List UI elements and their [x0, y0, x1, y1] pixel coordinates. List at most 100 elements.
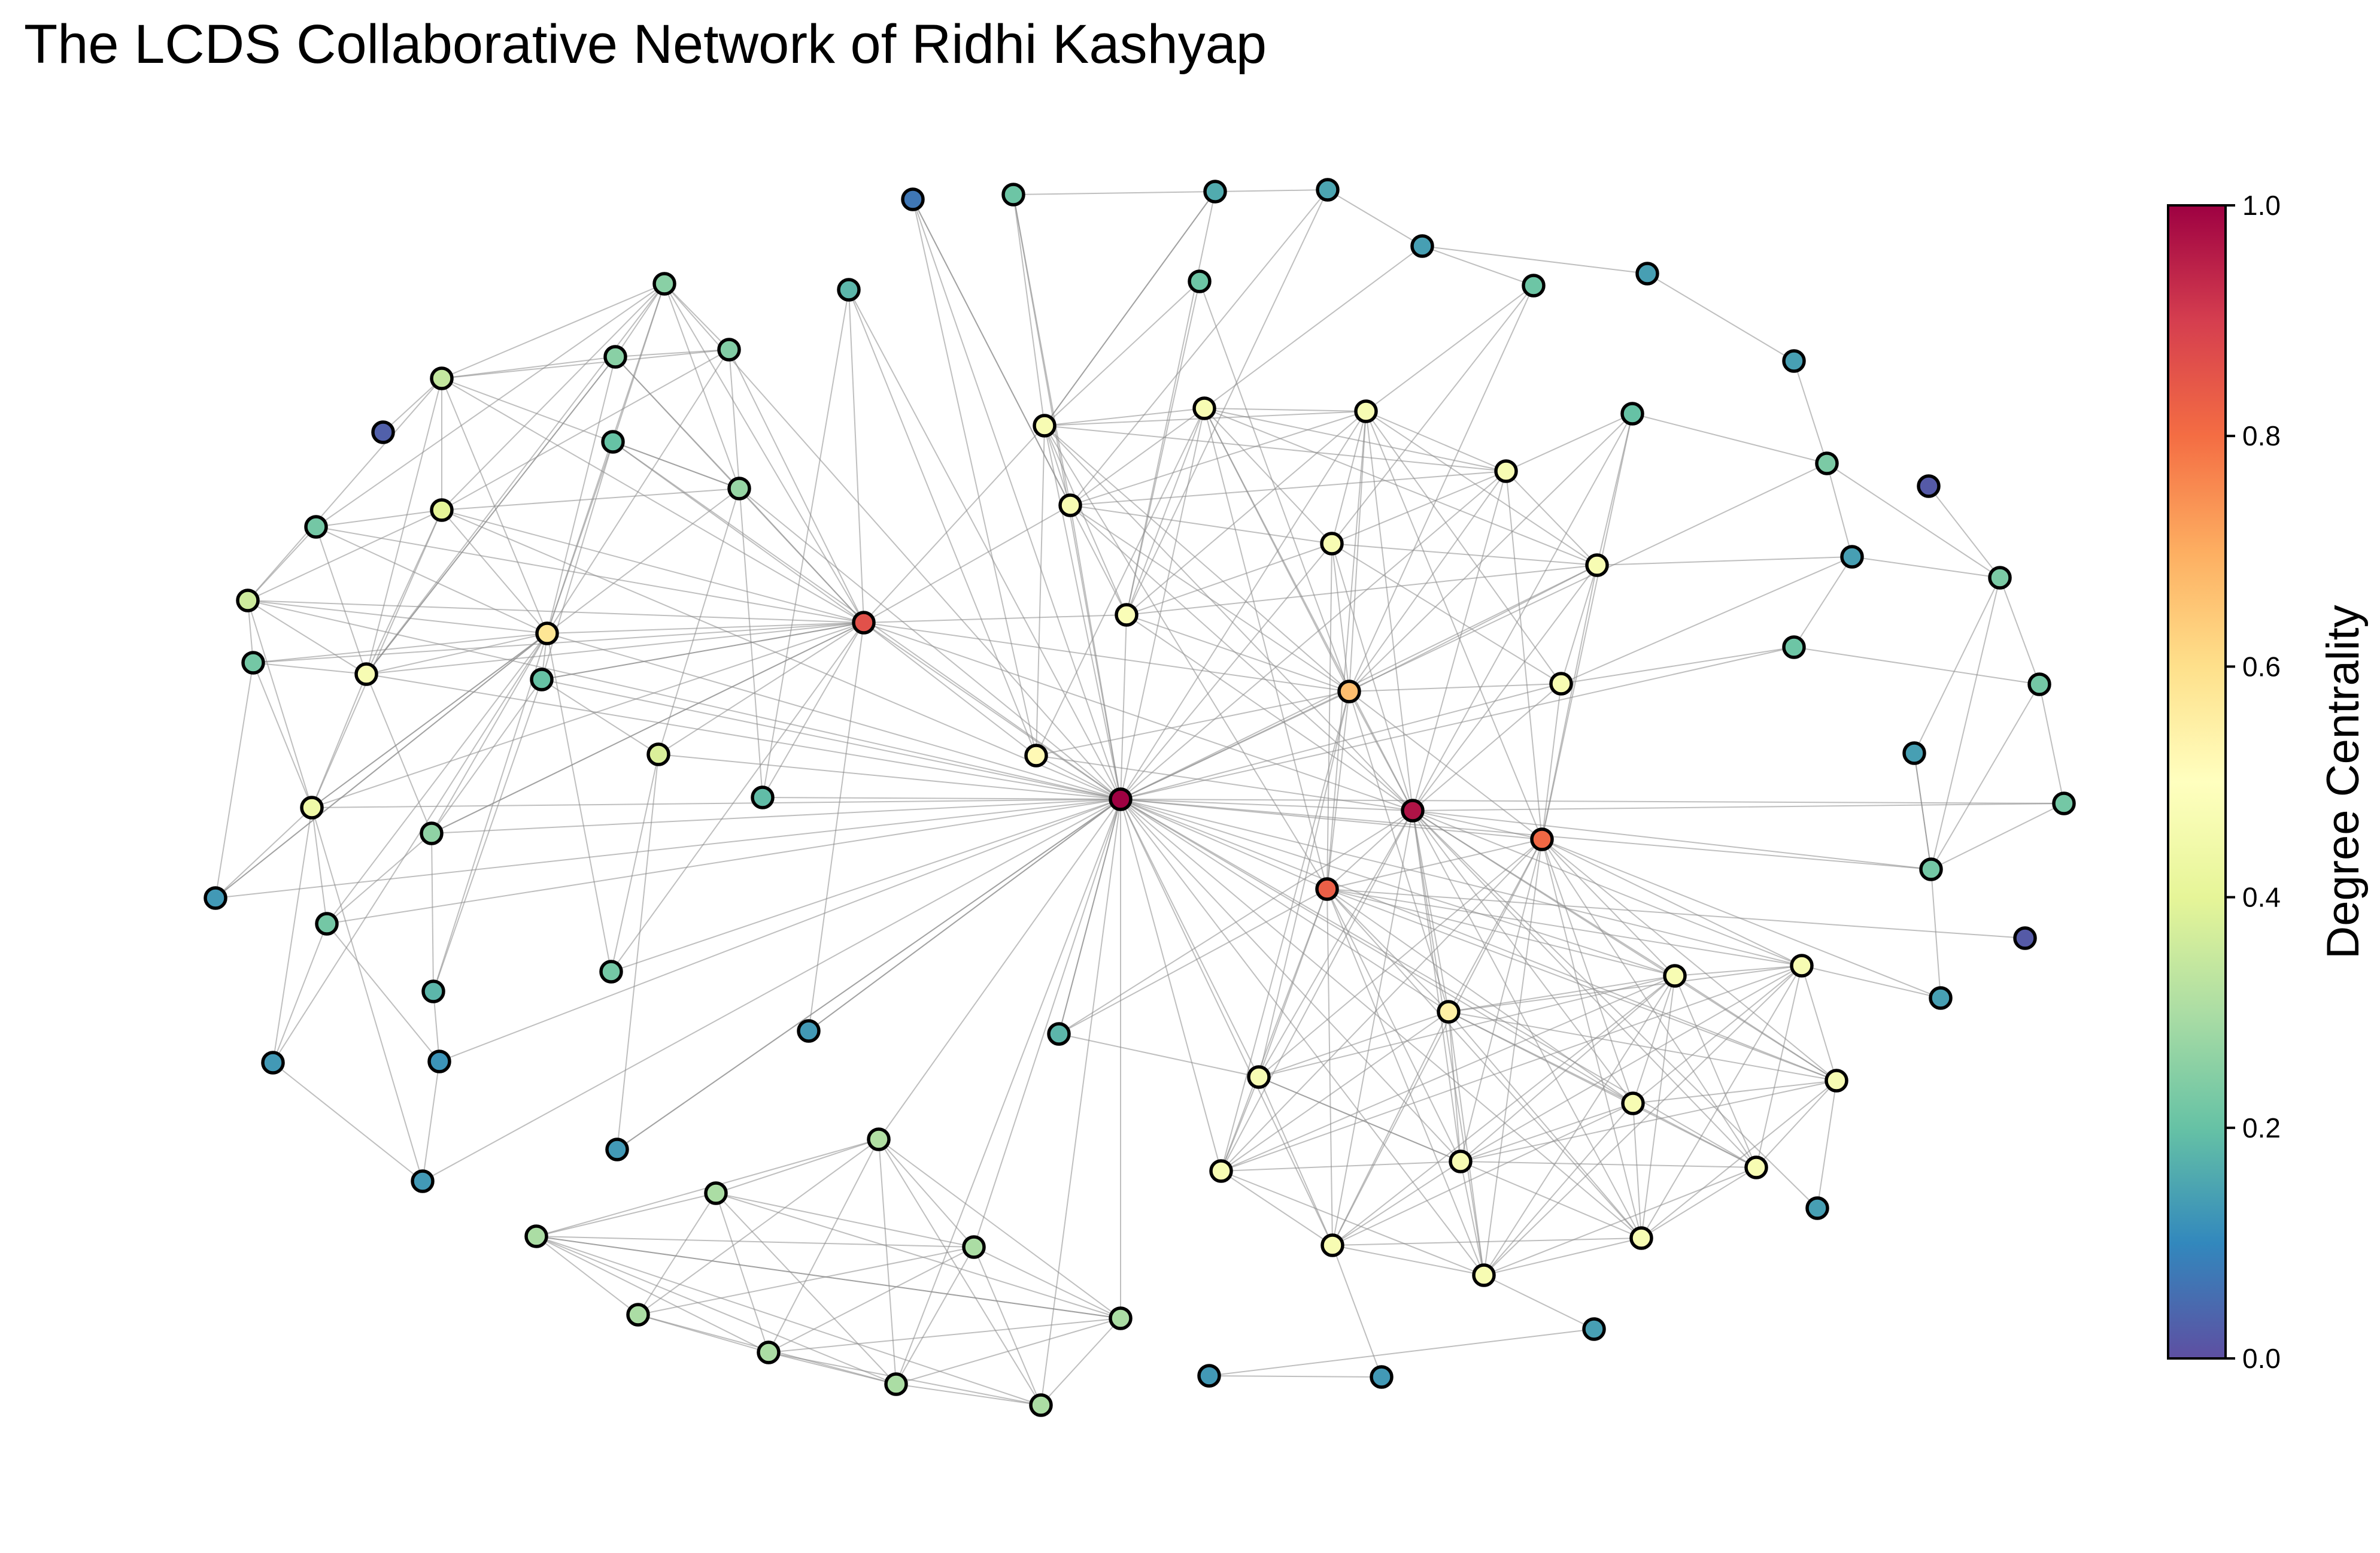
- network-edge: [1326, 888, 1449, 1012]
- network-node: [1354, 399, 1378, 423]
- network-edge: [1221, 1011, 1449, 1172]
- network-node: [2052, 791, 2076, 815]
- network-node: [599, 960, 623, 984]
- network-node: [1522, 274, 1546, 298]
- network-node: [1437, 1000, 1461, 1024]
- network-node: [652, 272, 676, 296]
- network-edge: [1070, 505, 1350, 692]
- network-node: [1530, 827, 1554, 851]
- network-node: [1919, 857, 1943, 881]
- network-node: [1109, 1306, 1133, 1330]
- network-node: [2013, 926, 2037, 950]
- network-edge: [1422, 245, 1648, 274]
- network-edge: [1120, 799, 1757, 1168]
- network-edge: [1448, 1011, 1485, 1276]
- colorbar-gradient: [2167, 204, 2227, 1360]
- network-edge: [1349, 471, 1507, 692]
- network-edge: [272, 923, 327, 1063]
- network-edge: [433, 633, 548, 992]
- network-edge: [1331, 471, 1507, 544]
- network-edge: [1928, 486, 2000, 578]
- colorbar-tick-label: 0.8: [2242, 420, 2281, 451]
- network-edge: [1412, 810, 1757, 1168]
- network-edge: [863, 614, 1127, 623]
- network-edge: [1826, 463, 2000, 578]
- network-edge: [1044, 425, 1127, 615]
- network-edge: [422, 1061, 440, 1182]
- network-edge: [1258, 691, 1350, 1078]
- network-edge: [1126, 565, 1598, 615]
- network-edge: [1044, 425, 1413, 811]
- network-edge: [311, 807, 327, 924]
- network-edge: [1674, 975, 1757, 1168]
- network-edge: [1541, 839, 1802, 966]
- network-edge: [1483, 965, 1802, 1276]
- network-edge: [611, 799, 1121, 972]
- network-edge: [715, 1193, 897, 1385]
- network-node: [1197, 1364, 1221, 1388]
- network-edge: [1851, 556, 2000, 578]
- network-node: [300, 796, 324, 820]
- network-edge: [1632, 1080, 1837, 1104]
- network-edge: [1365, 411, 1543, 840]
- network-edge: [536, 1236, 1042, 1406]
- network-node: [1805, 1196, 1829, 1220]
- network-node: [1621, 1091, 1645, 1115]
- network-edge: [1596, 413, 1633, 566]
- network-edge: [1412, 413, 1633, 811]
- network-edge: [715, 1193, 1121, 1319]
- network-edge: [1036, 408, 1205, 756]
- network-node: [1629, 1226, 1653, 1250]
- network-edge: [1674, 965, 1802, 976]
- network-edge: [1412, 803, 2065, 811]
- network-edge: [536, 1236, 1121, 1319]
- network-edge: [1460, 965, 1802, 1162]
- network-edge: [1204, 408, 1507, 472]
- network-edge: [1331, 411, 1367, 544]
- network-edge: [1204, 408, 1598, 566]
- network-edge: [1483, 1103, 1634, 1276]
- network-edge: [1541, 839, 1675, 976]
- colorbar-tick-label: 0.2: [2242, 1112, 2281, 1143]
- network-edge: [1349, 285, 1534, 692]
- colorbar-ticks: 0.0 0.2 0.4 0.6 0.8 1.0: [2226, 190, 2281, 1374]
- network-edge: [366, 674, 1121, 800]
- network-edge: [1258, 839, 1543, 1078]
- network-edge: [612, 441, 740, 489]
- network-edge: [1126, 189, 1328, 615]
- network-node: [1337, 680, 1361, 703]
- network-edge: [1070, 408, 1205, 506]
- network-edge: [2039, 684, 2065, 804]
- network-node: [1058, 493, 1082, 517]
- network-edge: [808, 622, 864, 1032]
- network-edge: [1221, 1161, 1461, 1172]
- network-edge: [1412, 810, 1449, 1012]
- network-edge: [1448, 1011, 1461, 1162]
- network-edge: [1483, 1275, 1595, 1330]
- network-edge: [1641, 965, 1802, 1239]
- network-node: [605, 1138, 629, 1161]
- network-edge: [1412, 683, 1562, 811]
- network-edge: [441, 488, 740, 511]
- network-edge: [326, 833, 432, 924]
- network-edge: [1448, 975, 1675, 1012]
- network-edge: [1326, 888, 1634, 1104]
- network-edge: [1120, 799, 1328, 890]
- network-node: [535, 621, 559, 645]
- network-edge: [431, 633, 548, 834]
- network-edge: [1326, 839, 1543, 890]
- network-edge: [762, 622, 864, 798]
- network-node: [1115, 603, 1139, 627]
- network-node: [204, 886, 227, 910]
- network-node: [1494, 459, 1518, 483]
- network-edge: [1801, 965, 1941, 999]
- network-edge: [912, 199, 1071, 506]
- network-edge: [1412, 810, 1818, 1209]
- network-edge: [315, 526, 367, 675]
- network-edge: [1412, 810, 1485, 1276]
- network-edge: [1331, 285, 1534, 544]
- network-edge: [1365, 285, 1534, 412]
- network-edge: [1596, 556, 1853, 566]
- network-edge: [1460, 1080, 1837, 1162]
- network-node: [1582, 1317, 1606, 1341]
